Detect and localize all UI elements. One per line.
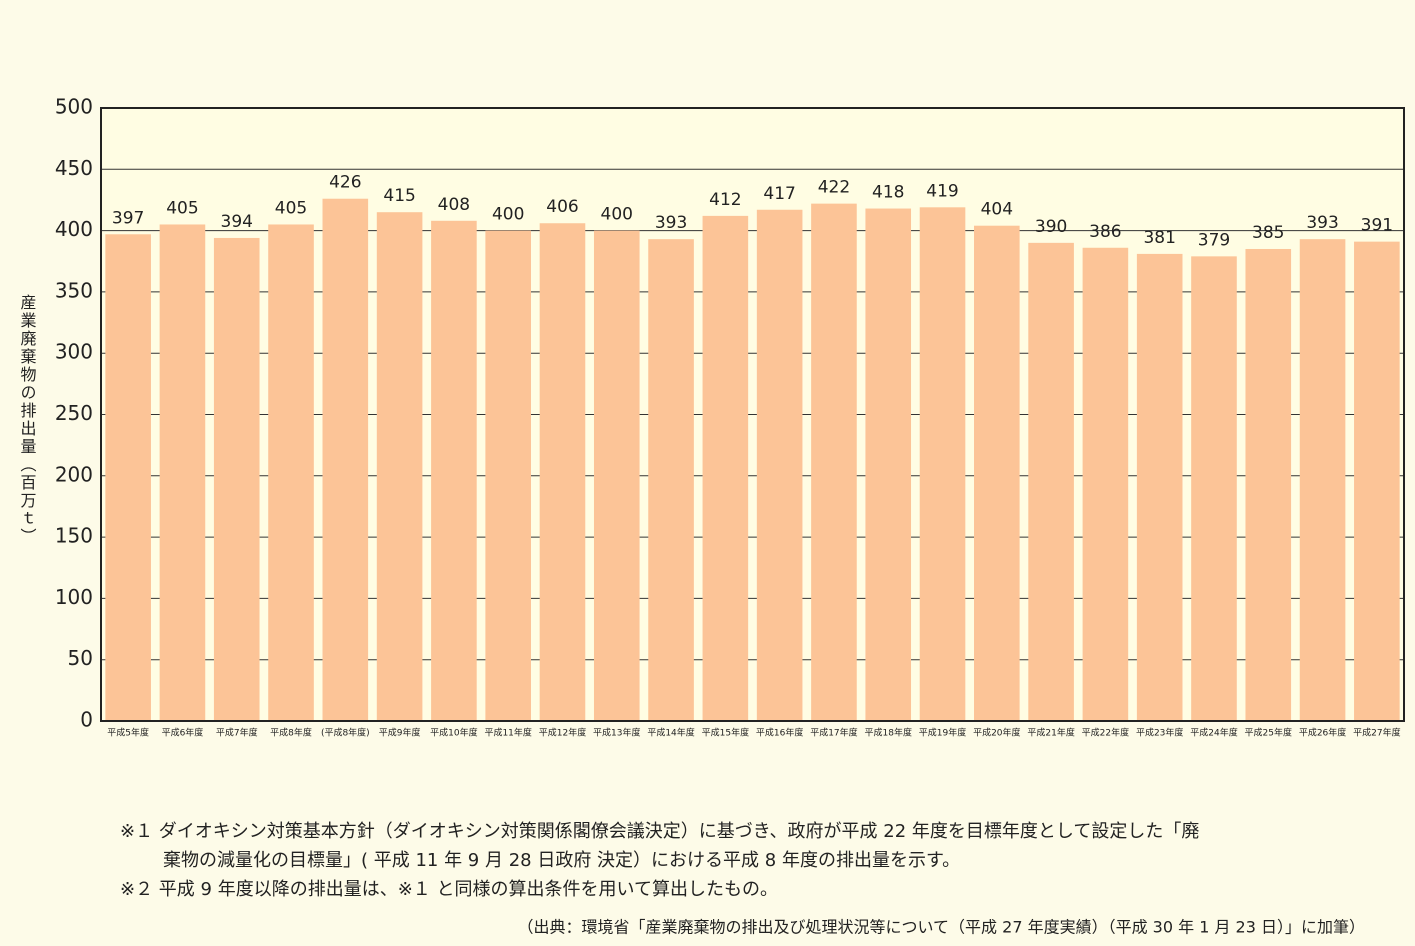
x-tick-label: 平成11年度 — [484, 727, 531, 739]
value-label: 404 — [981, 200, 1013, 220]
x-tick-label: 平成21年度 — [1027, 727, 1074, 739]
value-label: 400 — [601, 205, 633, 225]
x-tick-label: 平成17年度 — [810, 727, 857, 739]
value-label: 415 — [383, 186, 415, 206]
x-tick-label: 平成22年度 — [1082, 727, 1129, 739]
y-tick-label: 400 — [55, 217, 93, 241]
footnote: ※２ 平成 9 年度以降の排出量は、※１ と同様の算出条件を用いて算出したもの。 — [120, 879, 778, 900]
bar — [1245, 248, 1292, 722]
y-tick-label: 500 — [55, 95, 93, 119]
x-tick-label: 平成24年度 — [1190, 727, 1237, 739]
source: （出典：環境省「産業廃棄物の排出及び処理状況等について（平成 27 年度実績）（… — [518, 918, 1365, 937]
value-label: 406 — [546, 197, 578, 217]
bar — [1136, 253, 1183, 722]
bar — [1354, 241, 1400, 721]
x-tick-label: 平成8年度 — [270, 727, 312, 739]
bar — [1191, 256, 1237, 721]
bar — [756, 209, 803, 721]
value-label: 405 — [275, 198, 307, 218]
y-tick-label: 50 — [68, 646, 93, 670]
x-tick-label: 平成15年度 — [702, 727, 749, 739]
value-label: 385 — [1252, 223, 1284, 243]
y-tick-label: 150 — [55, 524, 93, 548]
value-label: 408 — [438, 195, 470, 215]
value-label: 393 — [1306, 213, 1338, 233]
value-label: 386 — [1089, 222, 1121, 242]
bar — [376, 212, 423, 721]
x-tick-label: 平成10年度 — [430, 727, 477, 739]
value-label: 393 — [655, 213, 687, 233]
bar — [648, 239, 694, 721]
footnote: ※１ ダイオキシン対策基本方針（ダイオキシン対策関係閣僚会議決定）に基づき、政府… — [120, 821, 1199, 842]
bar — [1299, 239, 1346, 721]
x-tick-label: 平成25年度 — [1245, 727, 1292, 739]
value-label: 426 — [329, 173, 361, 193]
x-tick-label: 平成26年度 — [1299, 727, 1346, 739]
x-tick-label: 平成16年度 — [756, 727, 803, 739]
bar — [268, 224, 314, 721]
bar — [1082, 247, 1129, 721]
y-tick-label: 200 — [55, 462, 93, 486]
x-tick-label: 平成12年度 — [539, 727, 586, 739]
value-label: 391 — [1361, 216, 1393, 236]
bar — [539, 223, 586, 721]
bar — [919, 207, 966, 721]
bar — [159, 224, 206, 721]
y-axis-label: 産業廃棄物の排出量（百万ｔ） — [18, 294, 37, 546]
footnote: 棄物の減量化の目標量」( 平成 11 年 9 月 28 日政府 決定）における平… — [163, 850, 960, 871]
value-label: 379 — [1198, 230, 1230, 250]
value-label: 400 — [492, 205, 524, 225]
value-label: 412 — [709, 190, 741, 210]
y-tick-label: 100 — [55, 585, 93, 609]
y-tick-label: 450 — [55, 156, 93, 180]
y-tick-label: 350 — [55, 278, 93, 302]
value-label: 417 — [763, 184, 795, 204]
bar — [702, 215, 749, 721]
bar — [865, 208, 912, 722]
x-tick-label: 平成19年度 — [919, 727, 966, 739]
value-label: 418 — [872, 183, 904, 203]
x-tick-label: 平成6年度 — [162, 727, 204, 739]
bar — [1028, 242, 1074, 722]
plot-frame — [100, 107, 1405, 722]
x-tick-label: 平成7年度 — [216, 727, 258, 739]
bar — [213, 237, 260, 721]
x-tick-label: 平成23年度 — [1136, 727, 1183, 739]
x-tick-label: 平成18年度 — [865, 727, 912, 739]
x-tick-label: 平成13年度 — [593, 727, 640, 739]
x-tick-label: 平成5年度 — [107, 727, 149, 739]
value-label: 381 — [1143, 228, 1175, 248]
bar — [485, 230, 531, 721]
value-label: 394 — [221, 212, 253, 232]
y-tick-label: 0 — [80, 708, 93, 732]
bar — [974, 225, 1020, 722]
x-tick-label: (平成8年度) — [321, 727, 370, 739]
bar — [593, 230, 640, 721]
x-tick-label: 平成9年度 — [379, 727, 421, 739]
x-tick-label: 平成14年度 — [647, 727, 694, 739]
bar — [105, 234, 151, 721]
x-tick-label: 平成20年度 — [973, 727, 1020, 739]
value-label: 390 — [1035, 217, 1067, 237]
value-label: 422 — [818, 178, 850, 198]
value-label: 419 — [926, 181, 958, 201]
value-label: 397 — [112, 208, 144, 228]
x-tick-label: 平成27年度 — [1353, 727, 1400, 739]
bar — [322, 198, 369, 721]
bar — [811, 203, 857, 722]
bar — [431, 220, 477, 722]
y-tick-label: 250 — [55, 401, 93, 425]
value-label: 405 — [166, 198, 198, 218]
y-tick-label: 300 — [55, 340, 93, 364]
